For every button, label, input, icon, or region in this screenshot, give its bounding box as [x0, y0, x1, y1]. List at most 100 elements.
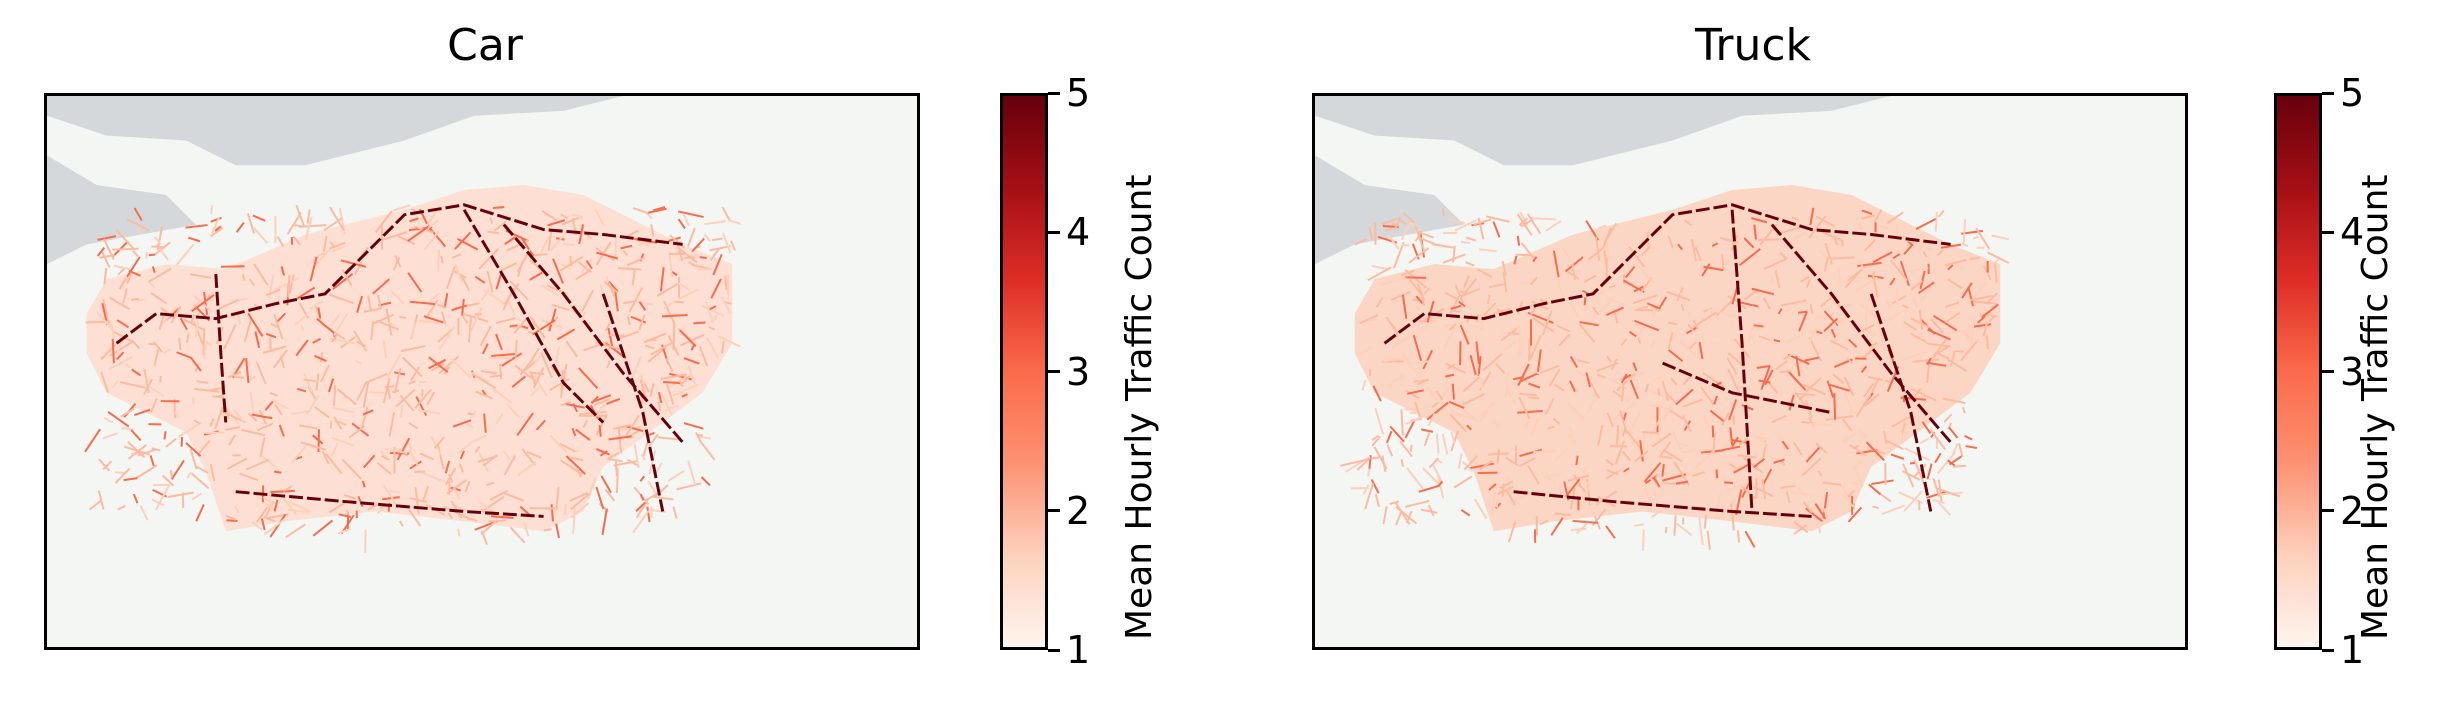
road-segment — [1758, 379, 1771, 384]
road-segment — [480, 370, 498, 375]
road-segment — [607, 457, 623, 463]
road-segment — [519, 236, 535, 257]
road-segment — [686, 227, 696, 247]
road-segment — [1405, 499, 1430, 508]
road-segment — [329, 206, 345, 231]
road-segment — [1935, 487, 1961, 498]
road-segment — [1400, 219, 1407, 226]
road-segment — [487, 230, 499, 235]
road-segment — [380, 231, 407, 242]
road-segment — [730, 240, 736, 251]
road-segment — [400, 345, 426, 352]
road-segment — [1422, 349, 1434, 370]
road-segment — [672, 383, 699, 397]
road-segment — [1578, 483, 1588, 494]
road-segment — [1583, 297, 1587, 306]
road-segment — [128, 269, 141, 277]
road-segment — [1838, 267, 1841, 283]
road-segment — [1400, 409, 1404, 436]
road-segment — [376, 500, 391, 515]
road-segment — [547, 228, 553, 252]
road-segment — [1572, 519, 1599, 524]
road-segment — [1391, 335, 1411, 349]
road-segment — [511, 375, 526, 388]
road-segment — [1573, 474, 1582, 486]
road-segment — [1743, 237, 1755, 249]
road-segment — [1907, 240, 1914, 247]
road-segment — [1661, 380, 1670, 401]
road-segment — [1614, 440, 1626, 465]
road-segment — [679, 329, 697, 347]
road-segment — [1621, 384, 1625, 402]
road-segment — [615, 468, 619, 494]
road-segment — [1606, 469, 1619, 476]
road-segment — [662, 380, 681, 384]
colorbar-tick-label: 3 — [1066, 349, 1091, 394]
road-segment — [1556, 279, 1565, 302]
road-segment — [101, 251, 111, 268]
road-segment — [1550, 517, 1564, 536]
road-segment — [474, 445, 481, 453]
road-segment — [317, 307, 322, 319]
road-segment — [1912, 358, 1940, 363]
road-segment — [1448, 323, 1457, 331]
road-segment — [1516, 235, 1521, 246]
road-segment — [1579, 321, 1599, 327]
road-segment — [687, 365, 696, 385]
major-road — [115, 203, 683, 345]
road-segment — [1454, 219, 1478, 232]
road-segment — [1740, 304, 1748, 310]
road-segment — [665, 357, 674, 373]
road-segment — [414, 487, 420, 514]
road-segment — [1824, 242, 1833, 265]
road-segment — [540, 352, 553, 379]
road-segment — [1650, 339, 1656, 350]
road-segment — [1478, 248, 1497, 253]
road-segment — [97, 490, 105, 510]
road-segment — [1482, 302, 1497, 317]
road-segment — [136, 226, 142, 235]
road-segment — [454, 263, 463, 283]
road-segment — [1374, 493, 1381, 507]
road-segment — [693, 321, 706, 325]
road-segment — [575, 269, 592, 281]
road-segment — [155, 485, 170, 511]
road-segment — [120, 407, 135, 418]
road-segment — [614, 235, 618, 259]
road-segment — [1969, 294, 1994, 302]
road-segment — [130, 297, 139, 301]
road-segment — [1450, 409, 1456, 416]
road-segment — [457, 528, 461, 537]
road-segment — [1637, 337, 1642, 344]
road-segment — [533, 367, 545, 389]
road-segment — [683, 422, 704, 430]
colorbar-tick-label: 5 — [2340, 71, 2365, 115]
road-segment — [309, 256, 318, 282]
road-segment — [565, 340, 578, 358]
road-segment — [1496, 307, 1508, 317]
road-segment — [1402, 211, 1415, 224]
road-segment — [417, 409, 441, 415]
road-segment — [1955, 349, 1964, 353]
road-segment — [1373, 222, 1377, 237]
road-segment — [1372, 385, 1382, 402]
road-segment — [232, 297, 248, 302]
road-segment — [330, 333, 339, 343]
road-segment — [295, 204, 305, 227]
road-segment — [1606, 297, 1625, 306]
road-segment — [559, 255, 584, 272]
road-segment — [1507, 520, 1517, 543]
road-segment — [1661, 463, 1665, 477]
road-segment — [285, 523, 306, 539]
road-segment — [1455, 412, 1478, 422]
road-segment — [1567, 474, 1590, 482]
road-segment — [1927, 328, 1951, 341]
road-segment — [247, 412, 258, 422]
road-segment — [226, 519, 238, 522]
road-segment — [1862, 382, 1875, 398]
road-segment — [1680, 341, 1700, 359]
road-segment — [437, 249, 441, 272]
road-segment — [665, 404, 679, 412]
road-segment — [549, 378, 570, 391]
road-segment — [332, 273, 354, 290]
